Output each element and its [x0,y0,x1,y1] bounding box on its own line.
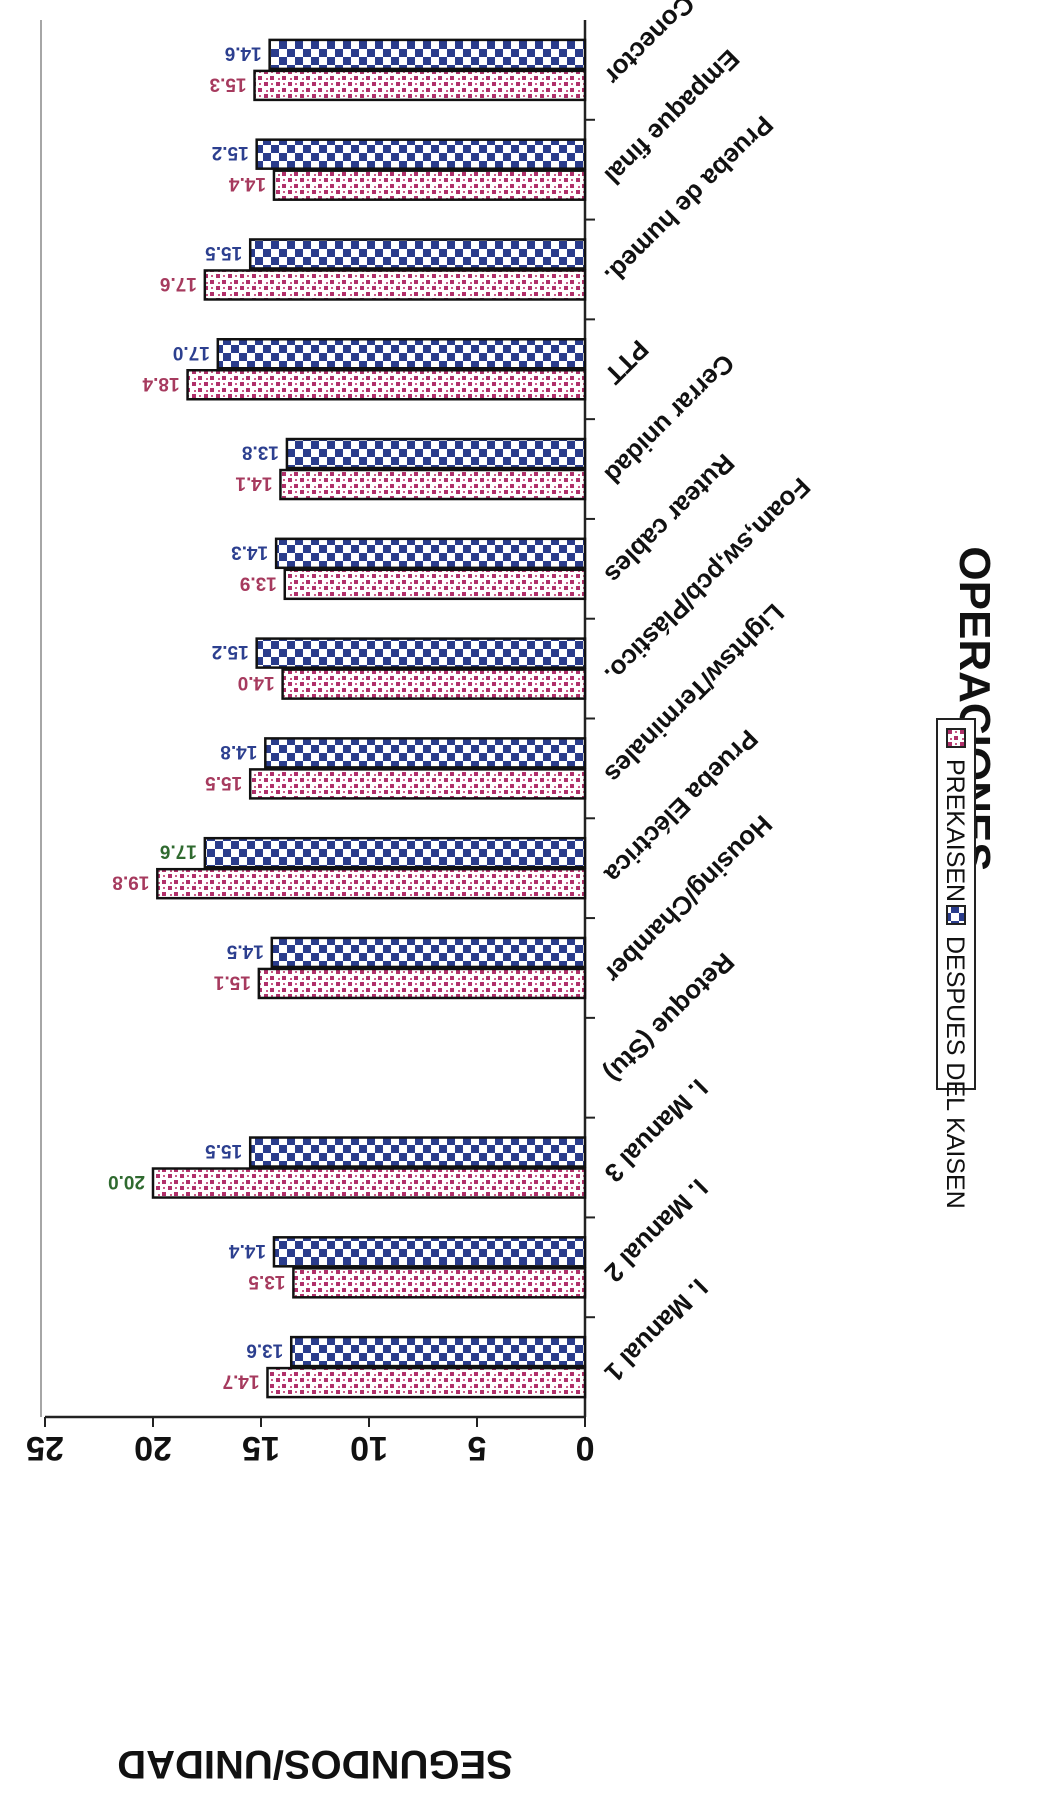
bar-despues [255,637,587,669]
value-tick-label: 10 [350,1429,388,1467]
data-label-despues: 15.2 [212,142,249,163]
bar-despues [268,38,587,71]
bar-prekaisen [281,668,587,700]
bar-despues [255,138,587,170]
bar-despues [216,338,587,370]
value-tick-label: 15 [242,1429,280,1467]
data-label-despues: 17.0 [173,342,210,363]
data-label-despues: 15.5 [205,242,242,263]
data-label-prekaisen: 14.4 [229,173,266,194]
category-label: I. Manual 3 [599,1073,714,1188]
bar-prekaisen [266,1366,587,1399]
value-axis-title: SEGUNDOS/UNIDAD [117,1742,513,1786]
data-label-prekaisen: 14.7 [222,1371,259,1392]
bar-prekaisen [186,369,587,401]
bar-prekaisen [203,269,587,301]
legend-swatch-prekaisen [946,728,966,748]
data-label-despues: 14.6 [225,42,262,63]
category-label: I. Manual 2 [599,1173,714,1288]
bar-prekaisen [257,967,587,1000]
legend: PREKAISEN DESPUES DEL KAISEN [936,718,976,1209]
data-label-prekaisen: 15.5 [205,772,242,793]
bar-despues [248,238,587,270]
data-label-prekaisen: 14.0 [238,672,275,693]
category-labels: I. Manual 1I. Manual 2I. Manual 3Retoque… [598,0,816,1388]
data-label-prekaisen: 18.4 [142,373,179,394]
data-label-prekaisen: 17.6 [160,273,197,294]
data-label-prekaisen: 20.0 [108,1171,145,1192]
bar-prekaisen [151,1167,587,1199]
value-tick-label: 0 [576,1429,595,1467]
data-label-despues: 14.8 [220,741,257,762]
bar-despues [203,836,587,869]
legend-label-despues: DESPUES DEL KAISEN [941,936,969,1209]
data-label-despues: 15.5 [205,1140,242,1161]
data-label-prekaisen: 15.1 [213,971,250,992]
category-label: Conector [599,0,701,91]
bar-despues [248,1136,587,1168]
bar-despues [274,537,587,570]
data-label-despues: 14.3 [231,541,268,562]
data-label-despues: 14.5 [226,940,263,961]
data-label-prekaisen: 15.3 [210,73,247,94]
bar-prekaisen [272,169,587,201]
legend-box [936,718,976,1090]
data-label-despues: 14.4 [229,1240,266,1261]
data-label-despues: 15.2 [212,641,249,662]
data-label-prekaisen: 13.9 [240,572,277,593]
bar-prekaisen [248,768,587,800]
legend-swatch-despues [946,905,966,925]
category-label: PTT [599,334,655,390]
value-tick-label: 20 [134,1429,172,1467]
bar-prekaisen [283,568,587,601]
bar-despues [285,437,587,470]
bars [151,38,587,1399]
bar-despues [264,737,587,769]
category-label: Housing/Chamber [599,809,779,989]
bar-despues [270,936,587,969]
data-label-prekaisen: 13.5 [248,1271,285,1292]
bar-prekaisen [253,69,587,102]
category-label: Foam,sw,pcb/Plástico. [599,472,817,690]
bar-prekaisen [292,1267,587,1299]
value-tick-label: 5 [468,1429,487,1467]
bar-prekaisen [279,468,587,501]
data-label-despues: 17.6 [160,841,197,862]
data-labels: 14.7 13.6 13.5 14.4 20.0 15.5 15.1 14.5 19.8 17.6… [108,42,285,1391]
category-label: Prueba de humed. [599,110,780,291]
value-axis-ticks: 0 5 10 15 20 25 [26,1417,594,1467]
data-label-prekaisen: 19.8 [112,872,149,893]
value-tick-label: 25 [26,1429,64,1467]
category-label: Lightsw/Terminales [599,598,790,789]
legend-label-prekaisen: PREKAISEN [941,759,969,902]
plot-area [40,20,587,1419]
data-label-prekaisen: 14.1 [235,473,272,494]
bar-prekaisen [156,867,587,900]
category-ticks [585,118,595,1319]
category-label: I. Manual 1 [599,1273,714,1388]
data-label-despues: 13.8 [242,442,279,463]
data-label-despues: 13.6 [246,1340,283,1361]
bar-despues [289,1335,587,1368]
bar-despues [272,1236,587,1268]
